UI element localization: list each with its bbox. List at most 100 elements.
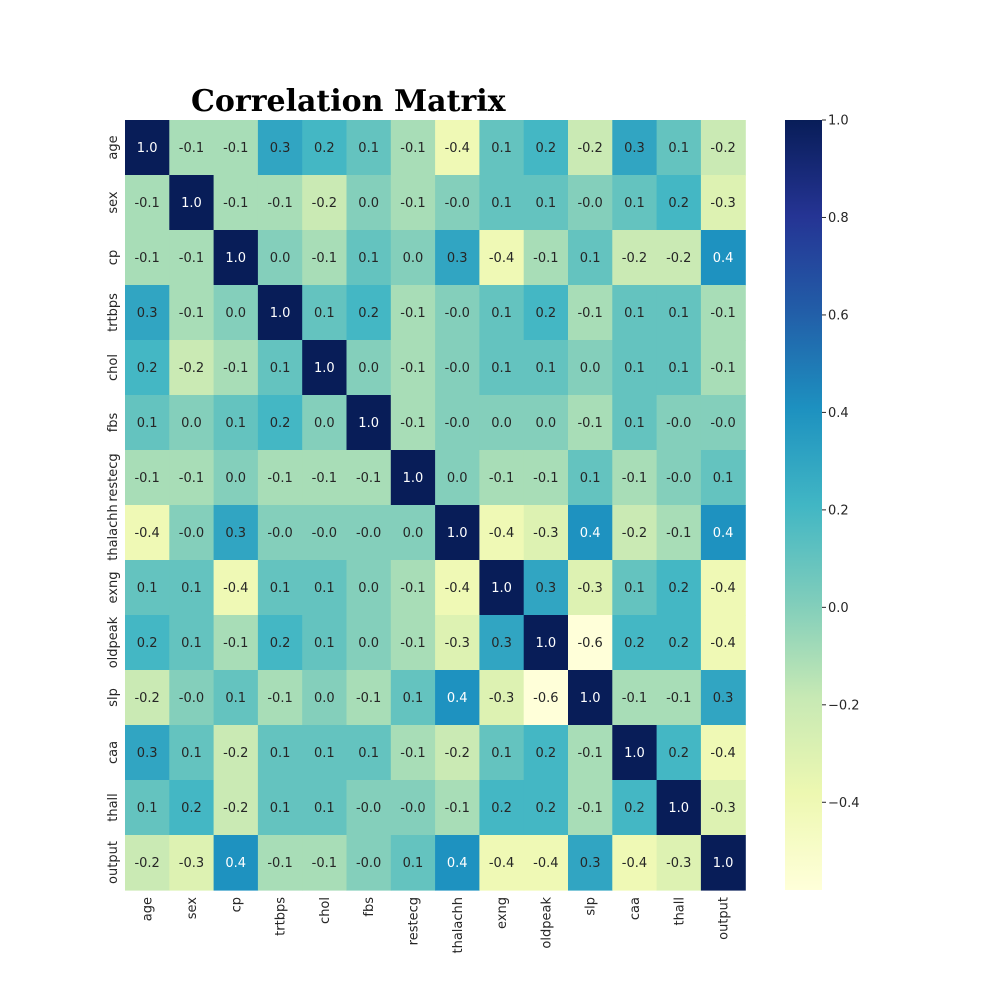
heatmap-cell [213,780,259,836]
y-tick-label: chol [106,354,121,381]
heatmap-cell [213,340,259,396]
heatmap-cell [479,175,525,231]
cell-value-label: -0.0 [445,306,470,321]
cell-value-label: 0.1 [624,361,645,376]
cell-value-label: -0.2 [445,746,470,761]
heatmap-cell [257,120,303,176]
heatmap-cell [656,505,702,561]
cell-value-label: 1.0 [270,306,291,321]
heatmap-cell [523,285,569,341]
x-tick-label: age [141,897,156,921]
cell-value-label: -0.1 [179,251,204,266]
y-tick-label: oldpeak [106,616,121,668]
heatmap-cell [346,615,392,671]
cell-value-label: 0.0 [403,526,424,541]
cell-value-label: -0.4 [445,141,470,156]
heatmap-cell [656,450,702,506]
x-tick-label: thalachh [451,897,466,954]
heatmap-cell [346,835,392,891]
colorbar-tick-label: 1.0 [828,114,849,129]
y-tick-label: trtbps [106,293,121,332]
cell-value-label: -0.1 [312,471,337,486]
heatmap-cell [568,175,613,231]
x-tick-label: caa [628,897,643,920]
heatmap-cell [390,670,436,726]
heatmap-cell [523,780,569,836]
cell-value-label: -0.1 [134,251,159,266]
heatmap-cell [656,670,702,726]
cell-value-label: -0.2 [622,526,647,541]
heatmap-cell [612,780,658,836]
cell-value-label: 0.1 [314,306,335,321]
cell-value-label: -0.0 [400,801,425,816]
heatmap-cell [346,230,392,286]
heatmap-cell [568,560,613,616]
chart-title: Correlation Matrix [191,84,506,119]
cell-value-label: -0.1 [400,416,425,431]
cell-value-label: 1.0 [403,471,424,486]
cell-value-label: 0.0 [314,416,335,431]
cell-value-label: 0.0 [358,361,379,376]
heatmap-cell [346,175,392,231]
cell-value-label: -0.1 [622,691,647,706]
heatmap-cell [523,560,569,616]
colorbar-tick-label: 0.8 [828,211,849,226]
cell-value-label: 0.1 [270,801,291,816]
heatmap-cell [479,615,525,671]
heatmap-cell [479,835,525,891]
heatmap-cell [568,285,613,341]
heatmap-cell [257,450,303,506]
cell-value-label: 0.1 [403,691,424,706]
heatmap-cell [257,340,303,396]
cell-value-label: -0.2 [312,196,337,211]
heatmap-cell [125,615,170,671]
heatmap-cell [435,615,480,671]
cell-value-label: -0.0 [356,856,381,871]
cell-value-label: -0.4 [533,856,558,871]
cell-value-label: 0.2 [536,306,557,321]
cell-value-label: -0.0 [666,471,691,486]
cell-value-label: -0.0 [445,361,470,376]
cell-value-label: 0.1 [181,636,202,651]
cell-value-label: 0.1 [580,251,601,266]
cell-value-label: 0.1 [137,581,158,596]
heatmap-cell [125,780,170,836]
cell-value-label: -0.1 [267,196,292,211]
cell-value-label: 0.1 [314,801,335,816]
heatmap-cell [125,395,170,451]
heatmap-cell [169,175,215,231]
cell-value-label: 0.1 [624,581,645,596]
heatmap-cell [700,725,746,781]
heatmap-cell [257,780,303,836]
heatmap-cell [612,560,658,616]
cell-value-label: 0.1 [713,471,734,486]
heatmap-cell [700,505,746,561]
heatmap-cell [346,780,392,836]
colorbar-tick-label: −0.2 [828,698,860,713]
heatmap-cell [169,560,215,616]
cell-value-label: 0.2 [536,746,557,761]
heatmap-cell [523,395,569,451]
y-tick-label: cp [106,250,121,265]
cell-value-label: 0.1 [314,746,335,761]
heatmap-cell [656,285,702,341]
heatmap-cell [390,340,436,396]
cell-value-label: 0.1 [624,416,645,431]
cell-value-label: -0.1 [134,196,159,211]
cell-value-label: 0.0 [314,691,335,706]
y-tick-label: exng [106,572,121,604]
y-tick-label: thall [106,793,121,822]
heatmap-cell [612,615,658,671]
heatmap-cell [612,340,658,396]
cell-value-label: -0.4 [710,636,735,651]
heatmap-cell [479,120,525,176]
heatmap-cell [302,615,348,671]
cell-value-label: 0.0 [447,471,468,486]
cell-value-label: 1.0 [447,526,468,541]
heatmap-cell [390,450,436,506]
cell-value-label: -0.2 [710,141,735,156]
cell-value-label: 0.0 [403,251,424,266]
heatmap-cell [169,120,215,176]
y-tick-label: age [106,135,121,159]
